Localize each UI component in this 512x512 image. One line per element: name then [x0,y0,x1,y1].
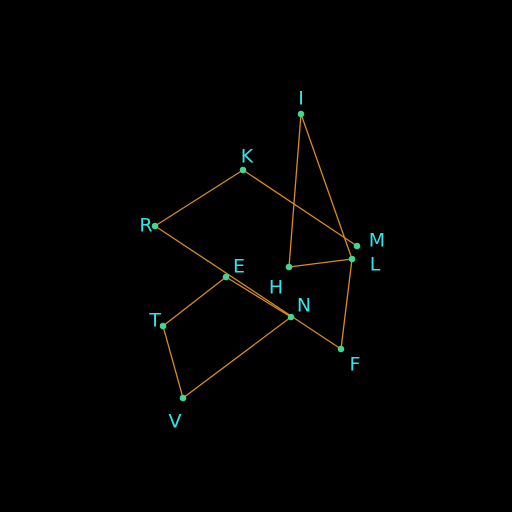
vertex-label-M: M [369,230,385,252]
edge-T-V [162,325,184,399]
edge-layer [154,113,358,399]
edge-L-F [340,258,353,350]
edge-V-N [182,316,292,399]
vertex-label-N: N [297,295,311,317]
vertex-K [239,166,247,174]
vertex-label-F: F [350,354,361,376]
edge-H-L [288,258,353,268]
edge-R-K [154,169,244,227]
vertex-label-K: K [241,146,254,168]
vertex-V [179,394,187,402]
vertex-label-V: V [169,411,182,433]
edge-K-M [242,169,358,247]
vertex-layer [151,110,361,402]
edge-I-H [288,113,302,268]
vertex-R [151,222,159,230]
vertex-E [222,273,230,281]
vertex-L [348,255,356,263]
vertex-H [285,263,293,271]
vertex-N [287,313,295,321]
vertex-M [353,242,361,250]
vertex-F [337,345,345,353]
vertex-label-T: T [148,310,161,332]
edge-I-L [300,113,353,260]
vertex-T [159,322,167,330]
vertex-label-R: R [139,215,152,237]
vertex-label-I: I [298,88,304,110]
vertex-label-E: E [233,256,245,278]
edge-E-T [162,276,227,327]
edge-F-R [154,225,342,350]
edge-E-N [225,276,292,318]
vertex-I [297,110,305,118]
vertex-label-H: H [269,277,283,299]
vertex-label-L: L [370,254,381,276]
label-layer: I K R ML H E N T F V [139,88,385,433]
